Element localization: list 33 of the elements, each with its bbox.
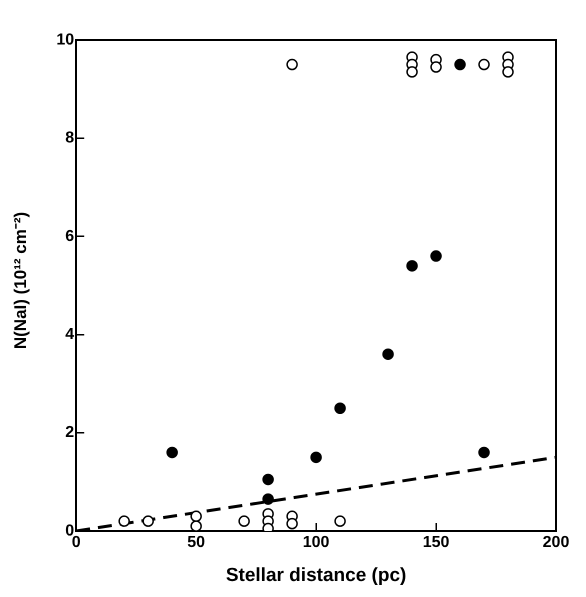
y-tick-label: 6 (65, 228, 74, 245)
point (190, 520, 202, 531)
point (478, 58, 490, 70)
y-axis-title: N(NaI) (10¹² cm⁻²) (10, 211, 32, 349)
point (382, 348, 394, 360)
y-tick-label: 8 (65, 130, 74, 147)
x-tick-label: 200 (542, 534, 570, 552)
y-tick-label: 4 (65, 326, 74, 344)
point (406, 260, 418, 272)
point (262, 474, 274, 486)
point (310, 452, 322, 464)
point (478, 446, 490, 458)
point (334, 402, 346, 414)
point (142, 515, 154, 527)
point (190, 510, 202, 522)
point (334, 515, 346, 527)
point (262, 493, 274, 505)
point (454, 58, 466, 70)
point (430, 250, 442, 262)
point (238, 515, 250, 527)
point (286, 518, 298, 530)
x-tick-label: 50 (187, 534, 206, 552)
point (166, 446, 178, 458)
x-tick-label: 100 (302, 534, 330, 552)
point (286, 58, 298, 70)
point (118, 515, 130, 527)
y-tick-label: 2 (65, 424, 74, 442)
point (406, 66, 418, 78)
y-tick-label: 10 (56, 31, 74, 48)
point (502, 66, 514, 78)
x-axis-title: Stellar distance (pc) (226, 564, 406, 586)
x-tick-label: 150 (422, 534, 450, 552)
point (430, 61, 442, 73)
